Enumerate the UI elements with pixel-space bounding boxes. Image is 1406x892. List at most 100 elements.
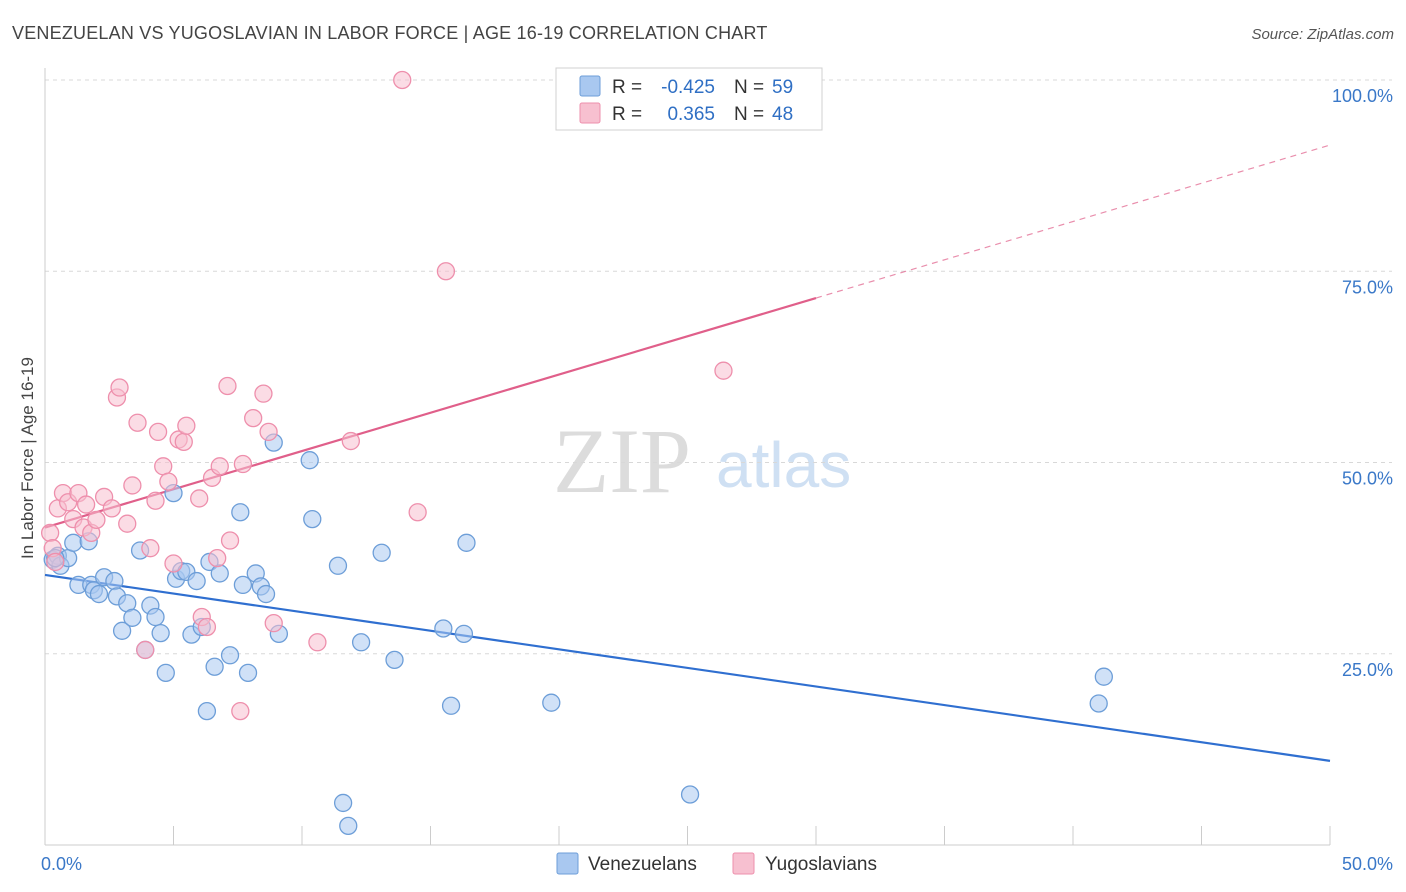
point-yugoslavians: [714, 361, 733, 380]
point-venezuelans: [151, 623, 170, 643]
point-yugoslavians: [190, 489, 209, 508]
point-yugoslavians: [341, 431, 360, 451]
point-venezuelans: [457, 533, 476, 552]
point-yugoslavians: [218, 376, 237, 396]
legend-swatch-venezuelans: [579, 75, 601, 97]
point-yugoslavians: [164, 554, 183, 573]
point-yugoslavians: [233, 454, 253, 474]
point-venezuelans: [454, 624, 474, 644]
trend-line-yugoslavians: [44, 296, 817, 529]
source-label: Source: ZipAtlas.com: [1251, 26, 1394, 43]
correlation-legend: R = -0.425 N = 59 R = 0.365 N = 48: [555, 67, 823, 131]
point-venezuelans: [328, 556, 348, 575]
point-venezuelans: [434, 619, 453, 638]
point-yugoslavians: [220, 531, 240, 550]
point-yugoslavians: [148, 422, 168, 442]
point-yugoslavians: [259, 422, 278, 442]
legend-n-value: 48: [772, 104, 793, 125]
y-tick-label: 100.0%: [1332, 86, 1393, 106]
x-tick-label: 0.0%: [41, 854, 82, 874]
point-venezuelans: [205, 657, 224, 676]
point-venezuelans: [256, 584, 276, 604]
y-tick-label: 75.0%: [1342, 277, 1393, 297]
point-yugoslavians: [208, 548, 227, 568]
point-venezuelans: [300, 451, 319, 470]
trend-line-yugoslavians-extension: [815, 144, 1331, 299]
point-yugoslavians: [128, 413, 147, 432]
legend-swatch-yugoslavians: [579, 102, 601, 124]
point-venezuelans: [339, 816, 358, 836]
point-venezuelans: [123, 608, 142, 627]
point-venezuelans: [303, 509, 322, 529]
data-points: [40, 70, 1113, 836]
point-yugoslavians: [118, 514, 137, 533]
bottom-legend-label-yugoslavians: Yugoslavians: [765, 854, 877, 875]
y-tick-label: 50.0%: [1342, 469, 1393, 489]
point-yugoslavians: [146, 491, 165, 510]
point-yugoslavians: [177, 416, 196, 435]
point-yugoslavians: [408, 503, 427, 522]
point-venezuelans: [187, 571, 206, 591]
legend-r-label: R =: [612, 104, 642, 125]
legend-r-value: 0.365: [667, 104, 715, 125]
point-venezuelans: [146, 607, 165, 627]
point-venezuelans: [385, 650, 404, 670]
point-yugoslavians: [210, 457, 229, 476]
point-yugoslavians: [154, 457, 173, 476]
watermark-atlas: atlas: [716, 429, 851, 501]
point-yugoslavians: [87, 510, 106, 530]
point-yugoslavians: [110, 378, 129, 397]
y-tick-label: 25.0%: [1342, 660, 1393, 680]
point-yugoslavians: [141, 539, 160, 558]
point-venezuelans: [233, 575, 253, 595]
point-venezuelans: [89, 584, 109, 604]
watermark-zip: ZIP: [553, 410, 691, 512]
point-venezuelans: [333, 793, 353, 813]
point-venezuelans: [680, 785, 700, 804]
point-yugoslavians: [197, 617, 217, 637]
point-yugoslavians: [264, 614, 283, 633]
point-venezuelans: [197, 701, 217, 721]
point-yugoslavians: [123, 476, 142, 495]
trend-line-venezuelans: [44, 573, 1331, 762]
point-yugoslavians: [308, 633, 327, 652]
series-legend: Venezuelans Yugoslavians: [556, 852, 877, 875]
point-venezuelans: [220, 646, 240, 665]
bottom-legend-swatch-yugoslavians: [732, 852, 755, 875]
point-venezuelans: [105, 571, 124, 591]
point-yugoslavians: [231, 701, 250, 721]
point-venezuelans: [210, 564, 229, 583]
point-venezuelans: [231, 503, 250, 522]
legend-n-label: N =: [734, 77, 764, 98]
point-yugoslavians: [436, 262, 456, 281]
point-venezuelans: [156, 663, 175, 683]
point-venezuelans: [351, 633, 371, 652]
point-yugoslavians: [393, 70, 412, 90]
point-venezuelans: [64, 533, 83, 552]
legend-n-value: 59: [772, 77, 793, 98]
y-axis-label: In Labor Force | Age 16-19: [18, 357, 37, 559]
axes: 25.0% 50.0% 75.0% 100.0% 0.0% 50.0%: [41, 68, 1393, 874]
point-yugoslavians: [159, 472, 178, 491]
bottom-legend-label-venezuelans: Venezuelans: [588, 854, 697, 875]
legend-n-label: N =: [734, 104, 764, 125]
chart-title: VENEZUELAN VS YUGOSLAVIAN IN LABOR FORCE…: [12, 23, 768, 43]
point-venezuelans: [112, 621, 132, 640]
point-venezuelans: [372, 543, 391, 562]
point-yugoslavians: [46, 552, 65, 572]
watermark: ZIP atlas: [553, 410, 851, 512]
point-venezuelans: [441, 696, 461, 715]
point-venezuelans: [1094, 667, 1113, 686]
point-venezuelans: [542, 693, 561, 712]
legend-r-value: -0.425: [661, 77, 715, 98]
point-venezuelans: [1089, 694, 1108, 713]
point-yugoslavians: [254, 384, 273, 403]
point-yugoslavians: [76, 495, 96, 514]
bottom-legend-swatch-venezuelans: [556, 852, 579, 875]
point-yugoslavians: [174, 432, 193, 451]
legend-r-label: R =: [612, 77, 642, 98]
point-yugoslavians: [40, 523, 60, 543]
point-yugoslavians: [102, 499, 121, 518]
x-tick-label: 50.0%: [1342, 854, 1393, 874]
